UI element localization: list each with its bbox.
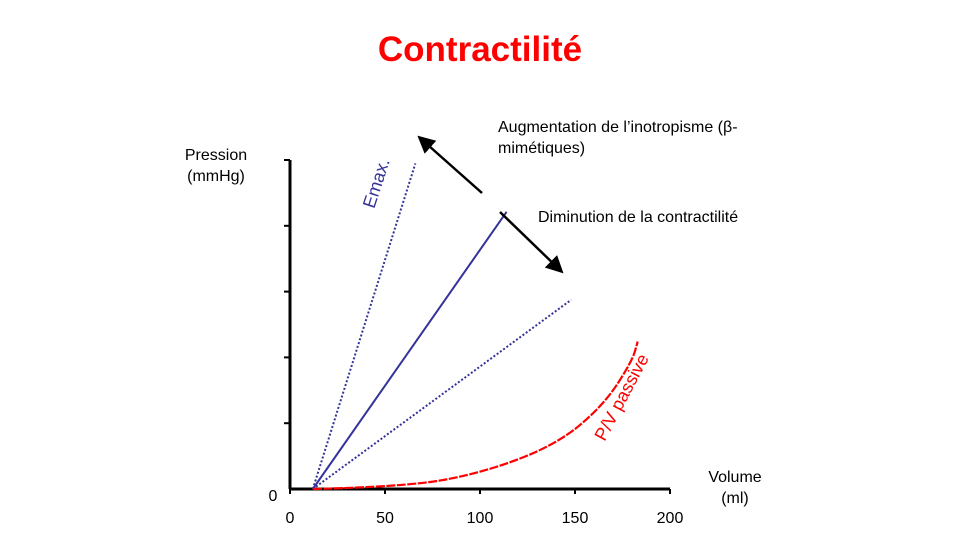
series-line-2 (311, 211, 508, 490)
x-tick-label: 200 (657, 510, 684, 527)
x-tick-label: 50 (376, 510, 394, 527)
x-tick-label: 150 (562, 510, 589, 527)
x-axis-label: Volume (ml) (708, 469, 762, 507)
x-tick-label: 100 (467, 510, 494, 527)
series-line-3 (312, 298, 572, 490)
page-title: Contractilité (377, 30, 583, 69)
series-line-4 (312, 341, 639, 491)
series-label: Emax. (359, 156, 394, 211)
x-tick-label: 0 (286, 510, 295, 527)
arrow-up-left (417, 135, 483, 194)
annotation-contractility-decrease: Diminution de la contractilité (538, 209, 739, 226)
y-axis-label: Pression (mmHg) (184, 147, 248, 185)
annotation-inotropism: Augmentation de l’inotropisme (β-mimétiq… (498, 119, 738, 157)
arrow-down-right (499, 211, 564, 274)
series-line-1 (311, 163, 417, 490)
series-label: P/V passive (591, 351, 653, 444)
y-tick-label: 0 (269, 488, 278, 505)
